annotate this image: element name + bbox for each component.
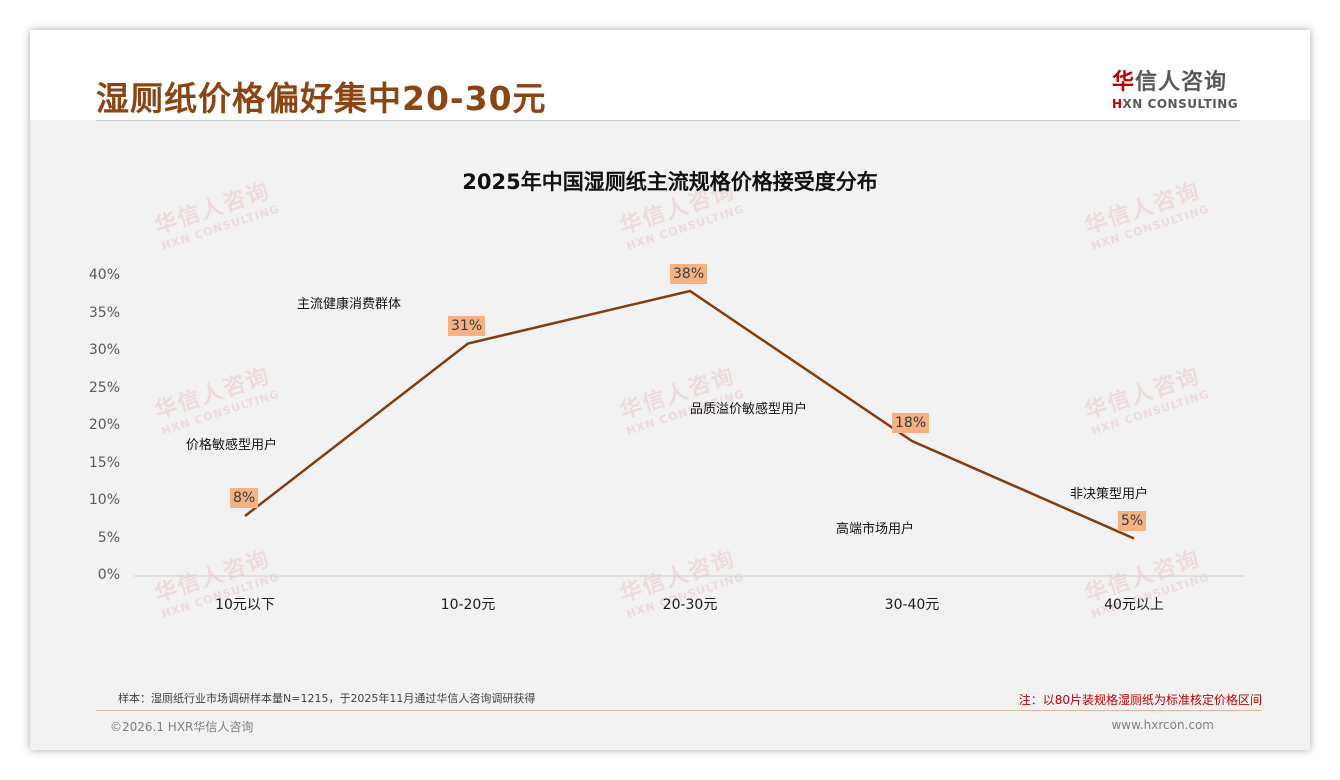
logo-en: HXN CONSULTING bbox=[1112, 97, 1242, 111]
price-note: 注：以80片装规格湿厕纸为标准核定价格区间 bbox=[1018, 693, 1262, 707]
y-tick: 35% bbox=[88, 305, 120, 321]
logo-cn: 华信人咨询 bbox=[1112, 64, 1242, 96]
annotation-non-decision: 非决策型用户 bbox=[1070, 487, 1149, 502]
x-tick: 40元以上 bbox=[1104, 597, 1164, 613]
y-tick: 0% bbox=[97, 567, 120, 583]
chart-title: 2025年中国湿厕纸主流规格价格接受度分布 bbox=[462, 170, 878, 194]
logo-en-text: XN CONSULTING bbox=[1122, 97, 1239, 111]
header-divider bbox=[96, 120, 1240, 121]
data-label: 38% bbox=[670, 264, 708, 284]
page-title: 湿厕纸价格偏好集中20-30元 bbox=[96, 79, 547, 118]
logo-cn-accent: 华 bbox=[1112, 70, 1136, 95]
x-tick: 10元以下 bbox=[215, 597, 275, 613]
x-tick: 10-20元 bbox=[440, 597, 496, 613]
footer-divider bbox=[96, 710, 1262, 711]
data-label: 5% bbox=[1118, 511, 1147, 531]
logo-en-accent: H bbox=[1112, 97, 1123, 111]
y-tick: 20% bbox=[88, 417, 120, 433]
y-tick: 30% bbox=[88, 342, 120, 358]
header-band bbox=[30, 30, 1310, 120]
company-logo: 华信人咨询 HXN CONSULTING bbox=[1112, 64, 1242, 111]
y-tick: 10% bbox=[88, 492, 120, 508]
source-note: 样本：湿厕纸行业市场调研样本量N=1215，于2025年11月通过华信人咨询调研… bbox=[118, 692, 536, 705]
line-chart bbox=[134, 289, 1244, 577]
data-label: 18% bbox=[892, 413, 930, 433]
data-label: 8% bbox=[230, 488, 259, 508]
y-tick: 25% bbox=[88, 380, 120, 396]
logo-cn-text: 信人咨询 bbox=[1135, 70, 1228, 95]
copyright: ©2026.1 HXR华信人咨询 bbox=[110, 720, 254, 734]
x-tick: 30-40元 bbox=[884, 597, 940, 613]
slide: 湿厕纸价格偏好集中20-30元 华信人咨询 HXN CONSULTING 华信人… bbox=[30, 30, 1310, 750]
data-label: 31% bbox=[448, 316, 486, 336]
y-tick: 40% bbox=[88, 267, 120, 283]
website-link[interactable]: www.hxrcon.com bbox=[1111, 718, 1214, 732]
annotation-high-end: 高端市场用户 bbox=[836, 522, 915, 537]
y-tick: 15% bbox=[88, 455, 120, 471]
annotation-price-sensitive: 价格敏感型用户 bbox=[186, 438, 278, 453]
annotation-mainstream: 主流健康消费群体 bbox=[297, 297, 402, 312]
data-line bbox=[244, 289, 1135, 540]
y-tick: 5% bbox=[97, 530, 120, 546]
x-tick: 20-30元 bbox=[662, 597, 718, 613]
annotation-quality-premium: 品质溢价敏感型用户 bbox=[690, 402, 808, 417]
